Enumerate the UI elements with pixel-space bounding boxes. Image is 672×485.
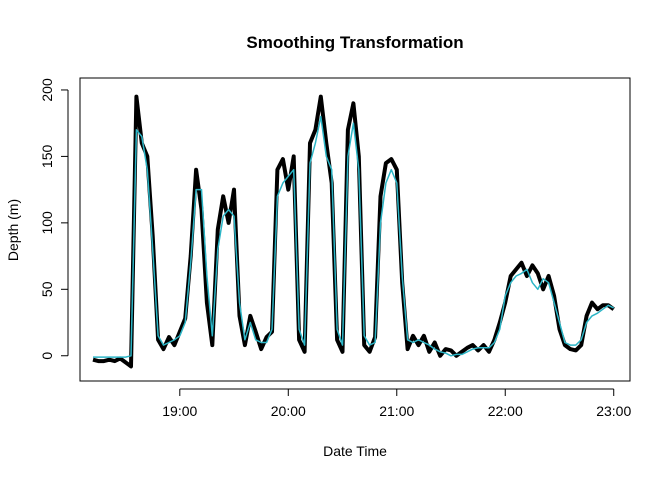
x-tick-label: 23:00 [596,403,631,419]
x-axis-label: Date Time [323,443,387,459]
series-line [93,115,615,358]
x-tick-label: 21:00 [379,403,414,419]
chart-title: Smoothing Transformation [246,33,463,52]
y-tick-label: 50 [39,281,55,297]
y-tick-label: 0 [39,352,55,360]
x-tick-label: 19:00 [162,403,197,419]
y-tick-label: 200 [39,78,55,102]
series-line [92,94,615,369]
y-axis-label: Depth (m) [5,199,21,261]
y-tick-label: 150 [39,145,55,169]
x-tick-label: 22:00 [488,403,523,419]
x-tick-label: 20:00 [271,403,306,419]
y-tick-label: 100 [39,211,55,235]
plot-box [79,77,631,382]
